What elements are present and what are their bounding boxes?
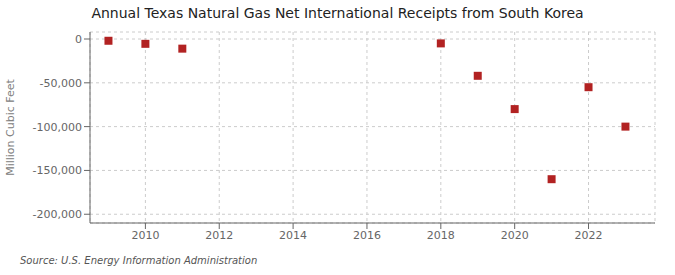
svg-text:2022: 2022	[575, 229, 603, 242]
svg-text:2016: 2016	[353, 229, 381, 242]
svg-text:0: 0	[75, 33, 82, 46]
svg-text:-200,000: -200,000	[33, 208, 82, 221]
svg-text:2010: 2010	[131, 229, 159, 242]
svg-text:-150,000: -150,000	[33, 164, 82, 177]
svg-text:-50,000: -50,000	[40, 77, 82, 90]
svg-text:-100,000: -100,000	[33, 121, 82, 134]
svg-text:2018: 2018	[427, 229, 455, 242]
html-text:Annual Texas Natural Gas Net I: Annual Texas Natural Gas Net Internation…	[91, 5, 584, 21]
html-text:Source: U.S. Energy Informatio: Source: U.S. Energy Information Administ…	[20, 255, 258, 266]
svg-text:2012: 2012	[205, 229, 233, 242]
svg-text:2020: 2020	[501, 229, 529, 242]
svg-text:Million Cubic Feet: Million Cubic Feet	[8, 78, 17, 175]
svg-text:2014: 2014	[279, 229, 307, 242]
